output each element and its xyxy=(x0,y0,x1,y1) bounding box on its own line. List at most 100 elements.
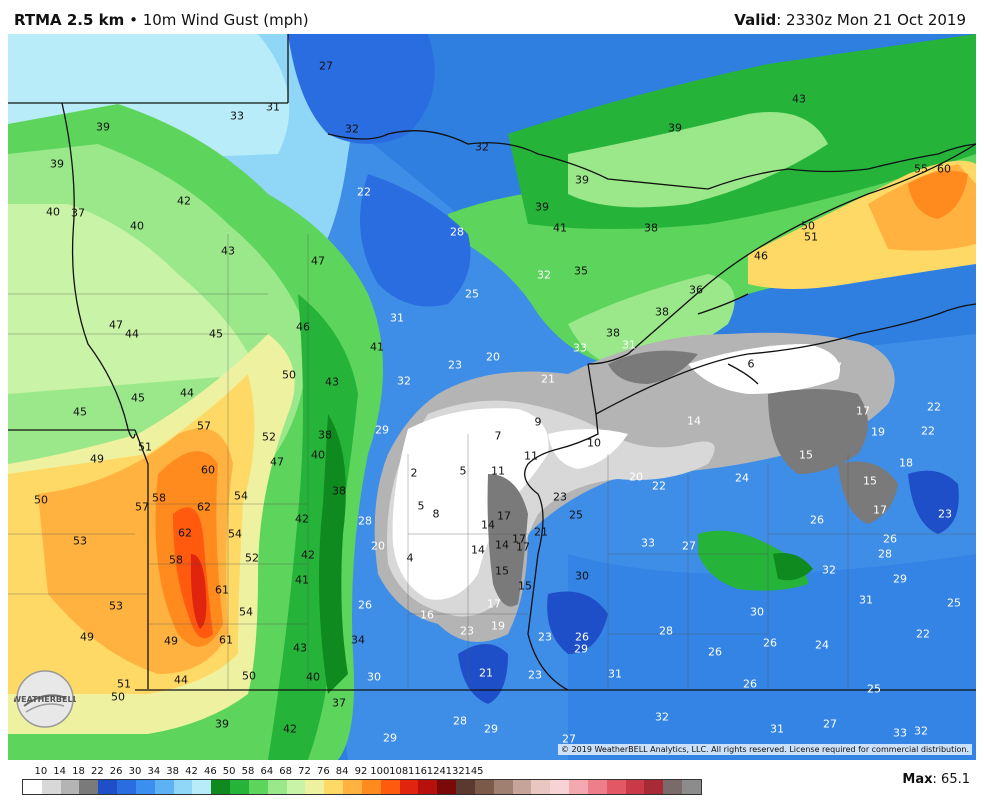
gust-value-label: 28 xyxy=(453,714,467,728)
gust-value-label: 38 xyxy=(655,305,669,319)
gust-value-label: 61 xyxy=(219,633,233,647)
gust-value-label: 31 xyxy=(608,667,622,681)
gust-value-label: 11 xyxy=(524,449,538,463)
gust-value-label: 14 xyxy=(687,414,701,428)
legend-swatch xyxy=(644,780,664,794)
gust-value-label: 25 xyxy=(867,682,881,696)
gust-value-label: 33 xyxy=(573,341,587,355)
gust-value-label: 43 xyxy=(293,641,307,655)
legend-swatch xyxy=(192,780,212,794)
gust-value-label: 17 xyxy=(497,509,511,523)
gust-value-label: 17 xyxy=(828,360,842,374)
gust-value-label: 2 xyxy=(410,466,418,480)
legend-swatch xyxy=(681,780,701,794)
legend-swatch xyxy=(173,780,193,794)
gust-value-label: 38 xyxy=(606,326,620,340)
gust-value-label: 25 xyxy=(465,287,479,301)
model-name: RTMA 2.5 km xyxy=(14,11,125,29)
gust-value-label: 44 xyxy=(180,386,194,400)
legend-tick-label: 34 xyxy=(147,766,161,777)
gust-value-label: 45 xyxy=(131,391,145,405)
gust-value-label: 32 xyxy=(475,140,489,154)
gust-value-label: 14 xyxy=(471,543,485,557)
product-title: RTMA 2.5 km • 10m Wind Gust (mph) xyxy=(14,11,309,29)
legend-tick-label: 100 xyxy=(370,766,390,777)
legend-swatch xyxy=(230,780,249,794)
legend-color-bar xyxy=(22,779,702,795)
gust-value-label: 39 xyxy=(96,120,110,134)
gust-value-label: 8 xyxy=(432,507,440,521)
gust-value-label: 14 xyxy=(481,518,495,532)
gust-value-label: 62 xyxy=(197,500,211,514)
valid-time: Valid: 2330z Mon 21 Oct 2019 xyxy=(734,11,966,29)
gust-value-label: 5 xyxy=(459,464,467,478)
gust-value-label: 37 xyxy=(332,696,346,710)
gust-value-label: 49 xyxy=(80,630,94,644)
legend-tick-label: 58 xyxy=(241,766,255,777)
gust-value-label: 60 xyxy=(201,463,215,477)
gust-value-label: 23 xyxy=(528,668,542,682)
gust-value-label: 57 xyxy=(197,419,211,433)
max-value: Max: 65.1 xyxy=(902,772,970,787)
gust-value-label: 40 xyxy=(130,219,144,233)
gust-value-label: 40 xyxy=(306,670,320,684)
gust-value-label: 29 xyxy=(893,572,907,586)
legend-tick-label: 84 xyxy=(335,766,349,777)
gust-value-label: 41 xyxy=(295,573,309,587)
gust-value-label: 42 xyxy=(301,548,315,562)
gust-value-label: 29 xyxy=(383,731,397,745)
gust-value-label: 31 xyxy=(266,100,280,114)
legend-swatch xyxy=(361,780,381,794)
copyright-notice: © 2019 WeatherBELL Analytics, LLC. All r… xyxy=(558,744,972,755)
gust-value-label: 32 xyxy=(537,268,551,282)
gust-value-label: 21 xyxy=(479,666,493,680)
valid-label: Valid xyxy=(734,11,777,29)
gust-value-label: 9 xyxy=(534,415,542,429)
legend-swatch xyxy=(267,780,287,794)
gust-value-label: 47 xyxy=(311,254,325,268)
gust-value-label: 51 xyxy=(138,440,152,454)
gust-value-label: 54 xyxy=(234,489,248,503)
legend-tick-label: 124 xyxy=(426,766,446,777)
header: RTMA 2.5 km • 10m Wind Gust (mph) Valid:… xyxy=(0,0,984,34)
gust-value-label: 28 xyxy=(878,547,892,561)
gust-value-label: 28 xyxy=(450,225,464,239)
legend-swatch xyxy=(569,780,588,794)
gust-value-label: 32 xyxy=(822,563,836,577)
legend-tick-label: 26 xyxy=(109,766,123,777)
legend-swatch xyxy=(550,780,570,794)
gust-value-label: 23 xyxy=(553,490,567,504)
legend-swatch xyxy=(343,780,362,794)
legend-tick-label: 132 xyxy=(445,766,465,777)
gust-value-label: 32 xyxy=(914,724,928,738)
gust-value-label: 26 xyxy=(575,630,589,644)
gust-value-label: 43 xyxy=(325,375,339,389)
gust-value-label: 39 xyxy=(215,717,229,731)
legend-tick-label: 64 xyxy=(260,766,274,777)
gust-value-label: 15 xyxy=(863,474,877,488)
gust-value-label: 39 xyxy=(668,121,682,135)
gust-value-label: 32 xyxy=(397,374,411,388)
gust-value-label: 53 xyxy=(73,534,87,548)
gust-value-label: 14 xyxy=(495,538,509,552)
gust-value-label: 53 xyxy=(109,599,123,613)
svg-text:WEATHERBELL: WEATHERBELL xyxy=(14,695,76,704)
gust-value-label: 41 xyxy=(370,340,384,354)
gust-value-label: 27 xyxy=(823,717,837,731)
legend-swatch xyxy=(305,780,325,794)
gust-value-label: 30 xyxy=(750,605,764,619)
gust-value-label: 42 xyxy=(295,512,309,526)
gust-value-label: 45 xyxy=(73,405,87,419)
gust-value-label: 17 xyxy=(873,503,887,517)
gust-value-label: 20 xyxy=(486,350,500,364)
gust-value-label: 54 xyxy=(239,605,253,619)
gust-value-label: 52 xyxy=(245,551,259,565)
gust-value-label: 20 xyxy=(629,470,643,484)
gust-value-label: 26 xyxy=(810,513,824,527)
legend-tick-label: 116 xyxy=(407,766,428,777)
gust-value-label: 42 xyxy=(283,722,297,736)
gust-value-label: 31 xyxy=(859,593,873,607)
gust-value-label: 51 xyxy=(804,230,818,244)
legend-tick-label: 72 xyxy=(298,766,311,777)
gust-value-label: 46 xyxy=(296,320,310,334)
